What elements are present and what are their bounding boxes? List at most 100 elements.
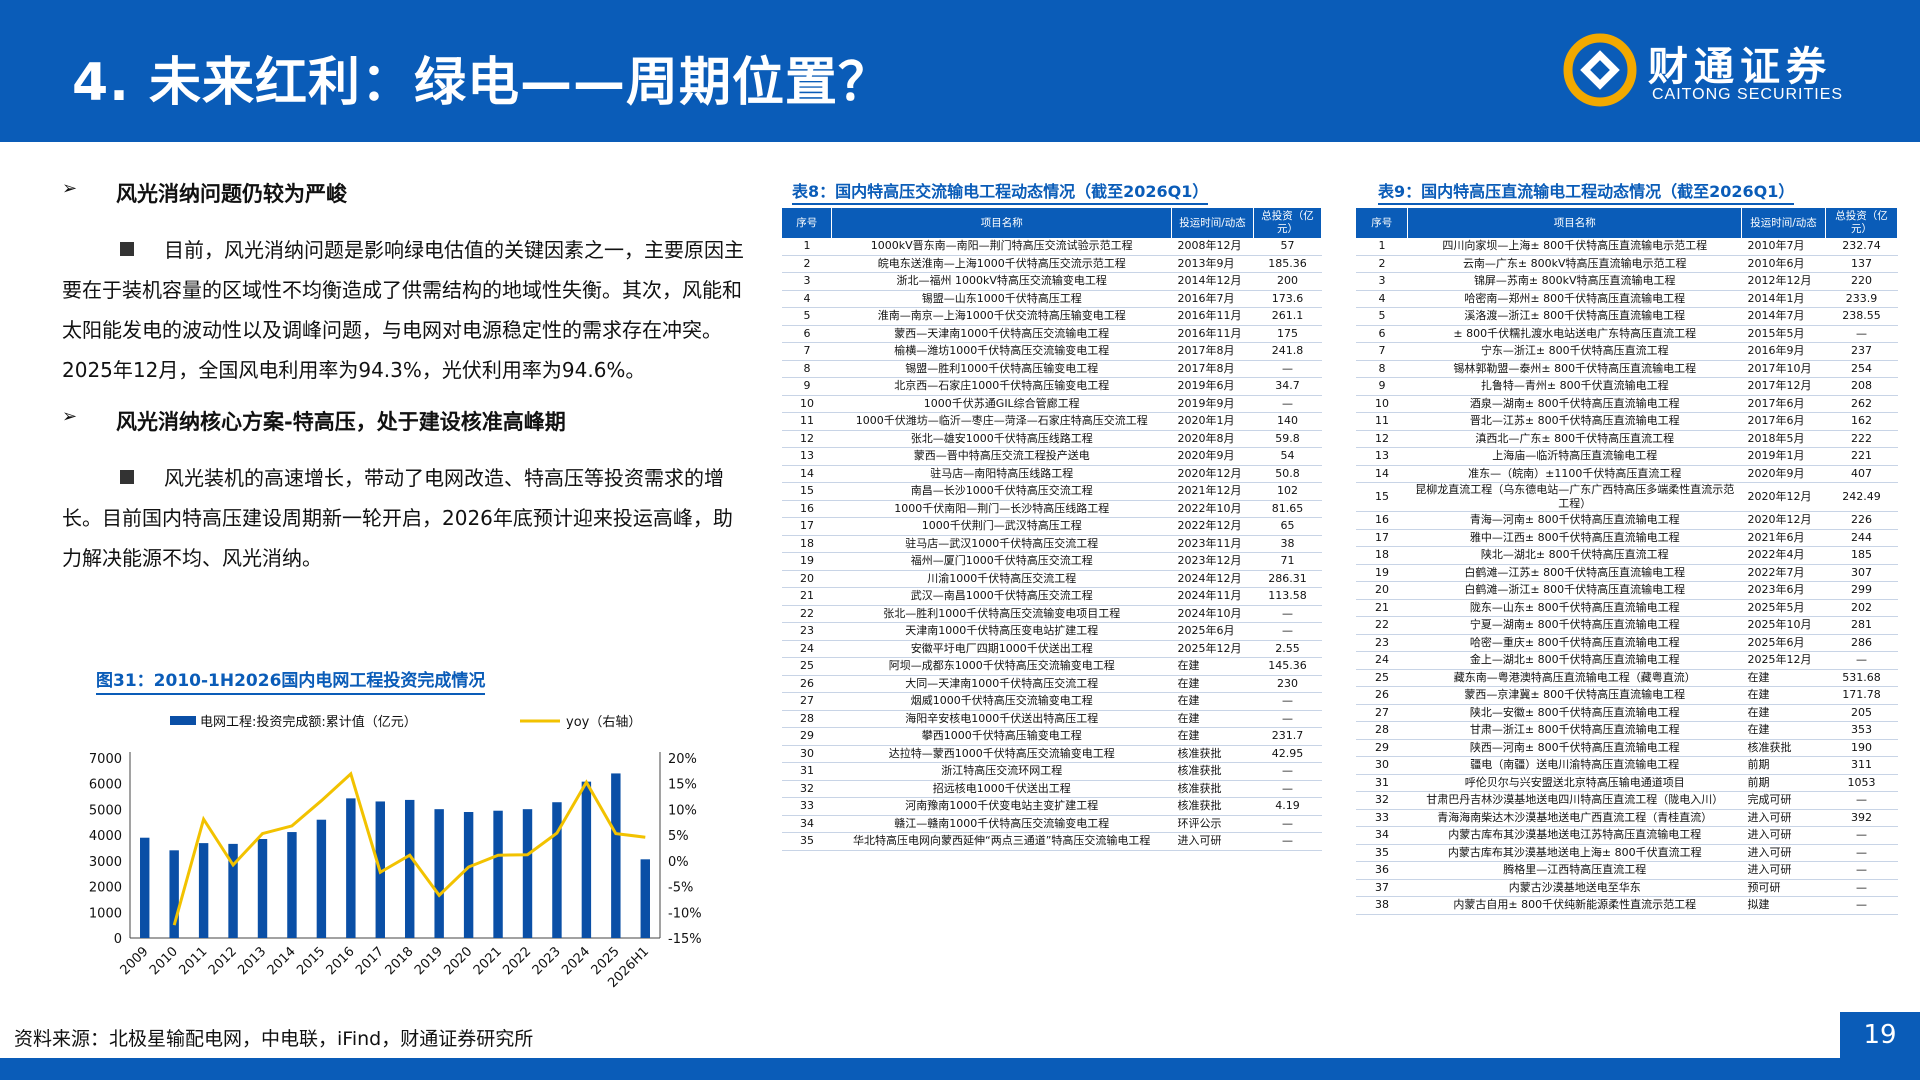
bar xyxy=(611,773,621,938)
table-row: 17 雅中—江西± 800千伏特高压直流输电工程 2021年6月 244 xyxy=(1356,529,1898,547)
table-cell: 环评公示 xyxy=(1171,815,1254,833)
bar xyxy=(169,850,179,938)
table-cell: 陕北—湖北± 800千伏特高压直流工程 xyxy=(1407,546,1742,565)
footer-bar xyxy=(0,1058,1920,1080)
table-cell: 甘肃—浙江± 800千伏特高压直流输电工程 xyxy=(1407,721,1742,740)
table-cell: 2015年5月 xyxy=(1741,325,1826,343)
table-cell: 锦屏—苏南± 800kV特高压直流输电工程 xyxy=(1407,272,1742,291)
x-tick-label: 2010 xyxy=(147,944,181,978)
x-tick-label: 2018 xyxy=(383,944,417,978)
table-row: 22 张北—胜利1000千伏特高压交流输变电项目工程 2024年10月 — xyxy=(782,605,1322,623)
table-cell: 2021年6月 xyxy=(1741,529,1826,547)
table-cell: 2020年12月 xyxy=(1741,511,1826,530)
table-cell: 2010年6月 xyxy=(1741,255,1826,273)
table-cell: 19 xyxy=(1356,564,1408,582)
table-cell: 南昌—长沙1000千伏特高压交流工程 xyxy=(831,482,1172,501)
table-row: 35 华北特高压电网向蒙西延伸“两点三通道”特高压交流输电工程 进入可研 — xyxy=(782,832,1322,851)
logo-text-en: CAITONG SECURITIES xyxy=(1652,86,1844,103)
table-cell: 准东—（皖南）±1100千伏特高压直流工程 xyxy=(1407,465,1742,483)
table-cell: 北京西—石家庄1000千伏特高压输变电工程 xyxy=(831,377,1172,396)
table-row: 5 溪洛渡—浙江± 800千伏特高压直流输电工程 2014年7月 238.55 xyxy=(1356,307,1898,326)
table-row: 26 大同—天津南1000千伏特高压交流工程 在建 230 xyxy=(782,675,1322,693)
table-row: 23 哈密—重庆± 800千伏特高压直流输电工程 2025年6月 286 xyxy=(1356,634,1898,652)
table-row: 18 驻马店—武汉1000千伏特高压交流工程 2023年11月 38 xyxy=(782,535,1322,553)
bar xyxy=(140,837,150,938)
table-cell: 在建 xyxy=(1171,675,1254,693)
table-cell: 145.36 xyxy=(1253,657,1322,676)
table-cell: 陇东—山东± 800千伏特高压直流输电工程 xyxy=(1407,599,1742,617)
table-cell: 青海海南柴达木沙漠基地送电广西直流工程（青桂直流） xyxy=(1407,809,1742,827)
table-cell: 在建 xyxy=(1741,686,1826,705)
table-cell: 疆电（南疆）送电川渝特高压直流输电工程 xyxy=(1407,756,1742,775)
bar xyxy=(198,843,209,938)
table-cell: 13 xyxy=(1356,447,1408,466)
table-cell: 42.95 xyxy=(1253,745,1322,763)
paragraph-1: 目前，风光消纳问题是影响绿电估值的关键因素之一，主要原因主要在于装机容量的区域性… xyxy=(62,238,744,382)
table-cell: 32 xyxy=(782,780,832,798)
table-row: 12 张北—雄安1000千伏特高压线路工程 2020年8月 59.8 xyxy=(782,430,1322,448)
x-tick-label: 2017 xyxy=(353,944,387,978)
table-cell: 185 xyxy=(1825,546,1898,565)
table-cell: 1 xyxy=(782,238,832,256)
table-cell: 锡盟—胜利1000千伏特高压输变电工程 xyxy=(831,360,1172,378)
x-tick-label: 2019 xyxy=(412,944,446,978)
table-cell: 232.74 xyxy=(1825,238,1898,256)
table-cell: 宁夏—湖南± 800千伏特高压直流输电工程 xyxy=(1407,616,1742,635)
table-cell: 前期 xyxy=(1741,756,1826,775)
table-cell: 281 xyxy=(1825,616,1898,635)
table-cell: 陕西—河南± 800千伏特高压直流输电工程 xyxy=(1407,739,1742,757)
table-cell: 2017年6月 xyxy=(1741,412,1826,431)
table-cell: 241.8 xyxy=(1253,342,1322,361)
table-cell: 71 xyxy=(1253,552,1322,571)
table-row: 34 赣江—赣南1000千伏特高压交流输变电工程 环评公示 — xyxy=(782,815,1322,833)
table-row: 25 阿坝—成都东1000千伏特高压交流输变电工程 在建 145.36 xyxy=(782,657,1322,676)
table-cell: 5 xyxy=(1356,307,1408,326)
table-cell: 进入可研 xyxy=(1171,832,1254,851)
caitong-logo-icon xyxy=(1563,33,1637,107)
table-cell: 锡林郭勒盟—泰州± 800千伏特高压直流输电工程 xyxy=(1407,360,1742,378)
table-cell: 14 xyxy=(1356,465,1408,483)
table-cell: 内蒙古库布其沙漠基地送电上海± 800千伏直流工程 xyxy=(1407,844,1742,862)
table-header-cell: 投运时间/动态 xyxy=(1741,208,1827,238)
table-cell: 腾格里—江西特高压直流工程 xyxy=(1407,861,1742,880)
table-cell: 137 xyxy=(1825,255,1898,273)
legend-label-line: yoy（右轴） xyxy=(566,715,641,730)
table-cell: 淮南—南京—上海1000千伏交流特高压输变电工程 xyxy=(831,307,1172,326)
bullet-heading-1: ➢ 风光消纳问题仍较为严峻 xyxy=(62,178,347,206)
table-cell: 231.7 xyxy=(1253,727,1322,746)
table-cell: 进入可研 xyxy=(1741,809,1826,827)
bar xyxy=(346,798,356,938)
table-row: 20 川渝1000千伏特高压交流工程 2024年12月 286.31 xyxy=(782,570,1322,588)
table-cell: 2022年4月 xyxy=(1741,546,1826,565)
table-cell: 2025年12月 xyxy=(1171,640,1254,658)
table-cell: 29 xyxy=(1356,739,1408,757)
table-cell: 2008年12月 xyxy=(1171,238,1254,256)
table-cell: 2025年6月 xyxy=(1741,634,1826,652)
table-cell: 2017年8月 xyxy=(1171,342,1254,361)
table-cell: 2021年12月 xyxy=(1171,482,1254,501)
table-cell: 18 xyxy=(782,535,832,553)
x-tick-label: 2015 xyxy=(294,944,328,978)
table-cell: 173.6 xyxy=(1253,290,1322,308)
table-header-cell: 项目名称 xyxy=(831,208,1173,238)
table-cell: 宁东—浙江± 800千伏特高压直流工程 xyxy=(1407,342,1742,361)
table-cell: 2020年12月 xyxy=(1741,482,1826,512)
table-cell: 进入可研 xyxy=(1741,826,1826,845)
table-row: 19 白鹤滩—江苏± 800千伏特高压直流输电工程 2022年7月 307 xyxy=(1356,564,1898,582)
table-cell: 蒙西—京津冀± 800千伏特高压直流输电工程 xyxy=(1407,686,1742,705)
table-cell: 30 xyxy=(1356,756,1408,775)
table-cell: 16 xyxy=(1356,511,1408,530)
y-tick-right: -15% xyxy=(668,932,702,947)
table-row: 17 1000千伏荆门—武汉特高压工程 2022年12月 65 xyxy=(782,517,1322,536)
table8: 序号 项目名称 投运时间/动态 总投资（亿元） 1 1000kV晋东南—南阳—荆门特高压… xyxy=(782,208,1322,851)
table-cell: 榆横—潍坊1000千伏特高压交流输变电工程 xyxy=(831,342,1172,361)
table-cell: 24 xyxy=(1356,651,1408,670)
bar xyxy=(581,781,592,938)
table-row: 18 陕北—湖北± 800千伏特高压直流工程 2022年4月 185 xyxy=(1356,546,1898,565)
table-row: 4 锡盟—山东1000千伏特高压工程 2016年7月 173.6 xyxy=(782,290,1322,308)
table-cell: 6 xyxy=(782,325,832,343)
legend-label-bar: 电网工程:投资完成额:累计值（亿元） xyxy=(200,714,417,730)
bar xyxy=(257,839,268,938)
y-tick-left: 6000 xyxy=(89,778,122,793)
paragraph-2: 风光装机的高速增长，带动了电网改造、特高压等投资需求的增长。目前国内特高压建设周… xyxy=(62,466,733,570)
